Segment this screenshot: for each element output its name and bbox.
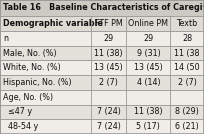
- Text: 29: 29: [143, 34, 154, 43]
- Text: FTF PM: FTF PM: [95, 19, 123, 28]
- Text: 14 (50: 14 (50: [174, 63, 200, 72]
- Text: 13 (45): 13 (45): [134, 63, 163, 72]
- Text: White, No. (%): White, No. (%): [3, 63, 61, 72]
- Text: 2 (7): 2 (7): [178, 78, 197, 87]
- Text: 5 (17): 5 (17): [136, 122, 160, 131]
- Text: Textb: Textb: [176, 19, 198, 28]
- Text: Hispanic, No. (%): Hispanic, No. (%): [3, 78, 72, 87]
- Text: 11 (38: 11 (38: [174, 49, 200, 58]
- Bar: [0, 46, 204, 60]
- Text: 6 (21): 6 (21): [175, 122, 199, 131]
- Text: Demographic variable: Demographic variable: [3, 19, 103, 28]
- Text: 8 (29): 8 (29): [175, 107, 199, 116]
- Text: n: n: [3, 34, 8, 43]
- Text: 7 (24): 7 (24): [97, 107, 121, 116]
- Text: ≤47 y: ≤47 y: [8, 107, 32, 116]
- Text: Table 16   Baseline Characteristics of Caregivers According: Table 16 Baseline Characteristics of Car…: [3, 3, 204, 12]
- Bar: [0, 105, 204, 119]
- Bar: [0, 90, 204, 105]
- Text: 28: 28: [182, 34, 192, 43]
- Text: 13 (45): 13 (45): [94, 63, 123, 72]
- Text: 11 (38): 11 (38): [94, 49, 123, 58]
- Text: 11 (38): 11 (38): [134, 107, 163, 116]
- Bar: [0, 119, 204, 134]
- Text: 2 (7): 2 (7): [99, 78, 118, 87]
- Bar: [0, 16, 204, 31]
- Text: 9 (31): 9 (31): [136, 49, 160, 58]
- Text: Age, No. (%): Age, No. (%): [3, 93, 53, 102]
- Bar: [0, 0, 204, 16]
- Text: 4 (14): 4 (14): [137, 78, 160, 87]
- Bar: [0, 31, 204, 46]
- Text: 7 (24): 7 (24): [97, 122, 121, 131]
- Text: 29: 29: [103, 34, 114, 43]
- Text: 48-54 y: 48-54 y: [8, 122, 38, 131]
- Text: Online PM: Online PM: [128, 19, 169, 28]
- Bar: [0, 60, 204, 75]
- Text: Male, No. (%): Male, No. (%): [3, 49, 57, 58]
- Bar: [0, 75, 204, 90]
